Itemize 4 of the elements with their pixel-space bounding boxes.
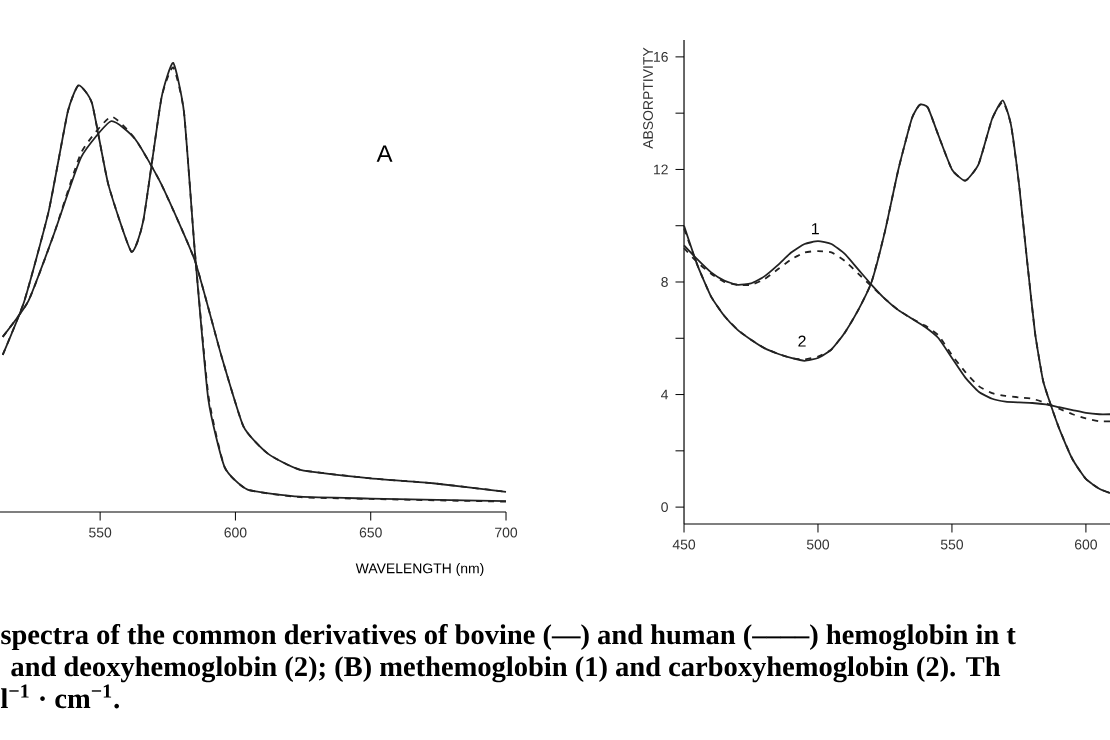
text: and deoxyhemoglobin (2); (B) methemoglobin (1) and carboxyhemoglobin (2). Th xyxy=(11,656,1001,683)
text: spectra of the common derivatives of bovine (—) and human (––––) hemoglobin in t xyxy=(1,623,1016,651)
annotation: A xyxy=(376,145,393,162)
text: l$^{−1}$ · cm$^{−1}$. xyxy=(0,684,119,709)
